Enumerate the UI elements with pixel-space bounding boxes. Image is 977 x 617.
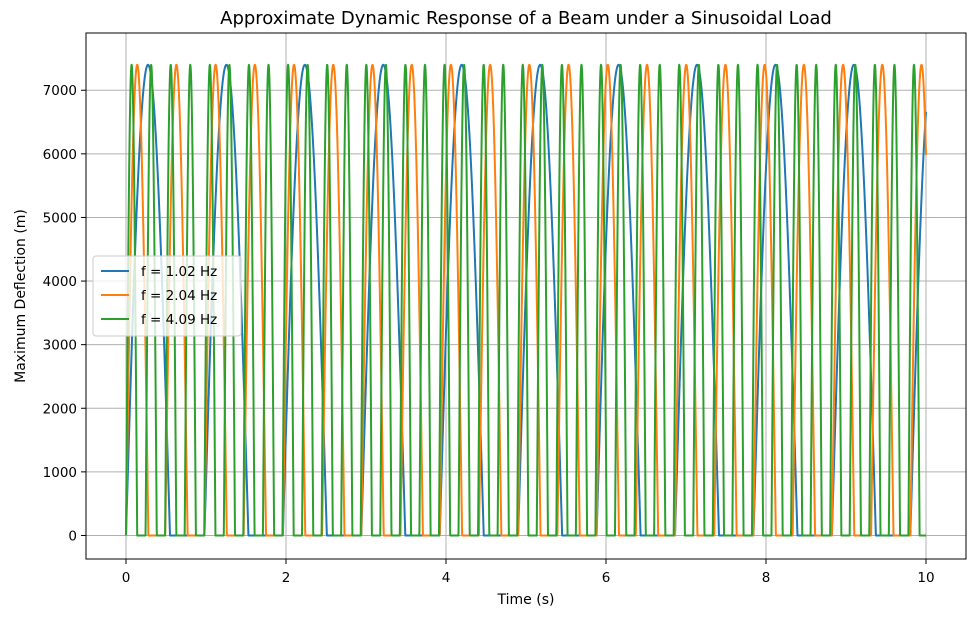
x-tick-label: 0	[122, 570, 131, 586]
plot-lines	[125, 63, 927, 537]
y-tick-label: 6000	[43, 147, 77, 163]
x-tick-label: 2	[282, 570, 291, 586]
y-tick-label: 4000	[43, 274, 77, 290]
x-tick-label: 6	[602, 570, 611, 586]
y-tick-label: 7000	[43, 83, 77, 99]
legend-box	[92, 255, 242, 337]
x-axis-label: Time (s)	[497, 592, 555, 608]
y-tick-label: 3000	[43, 338, 77, 354]
x-tick-label: 8	[762, 570, 771, 586]
y-axis-label: Maximum Deflection (m)	[13, 209, 29, 383]
series-line-3	[125, 63, 927, 537]
y-axis: 0 1000 2000 3000 4000 5000 6000 7000	[43, 83, 86, 544]
legend-label: f = 2.04 Hz	[141, 288, 217, 304]
y-tick-label: 2000	[43, 401, 77, 417]
x-axis: 0 2 4 6 8 10	[122, 559, 935, 586]
y-tick-label: 5000	[43, 210, 77, 226]
x-tick-label: 4	[442, 570, 451, 586]
plot-frame	[85, 32, 967, 560]
x-tick-label: 10	[917, 570, 934, 586]
legend: f = 1.02 Hz f = 2.04 Hz f = 4.09 Hz	[92, 255, 242, 337]
legend-label: f = 1.02 Hz	[141, 264, 217, 280]
legend-label: f = 4.09 Hz	[141, 312, 217, 328]
chart-title: Approximate Dynamic Response of a Beam u…	[220, 8, 832, 29]
series-line-2	[125, 63, 927, 537]
y-tick-label: 0	[68, 528, 77, 544]
y-tick-label: 1000	[43, 465, 77, 481]
